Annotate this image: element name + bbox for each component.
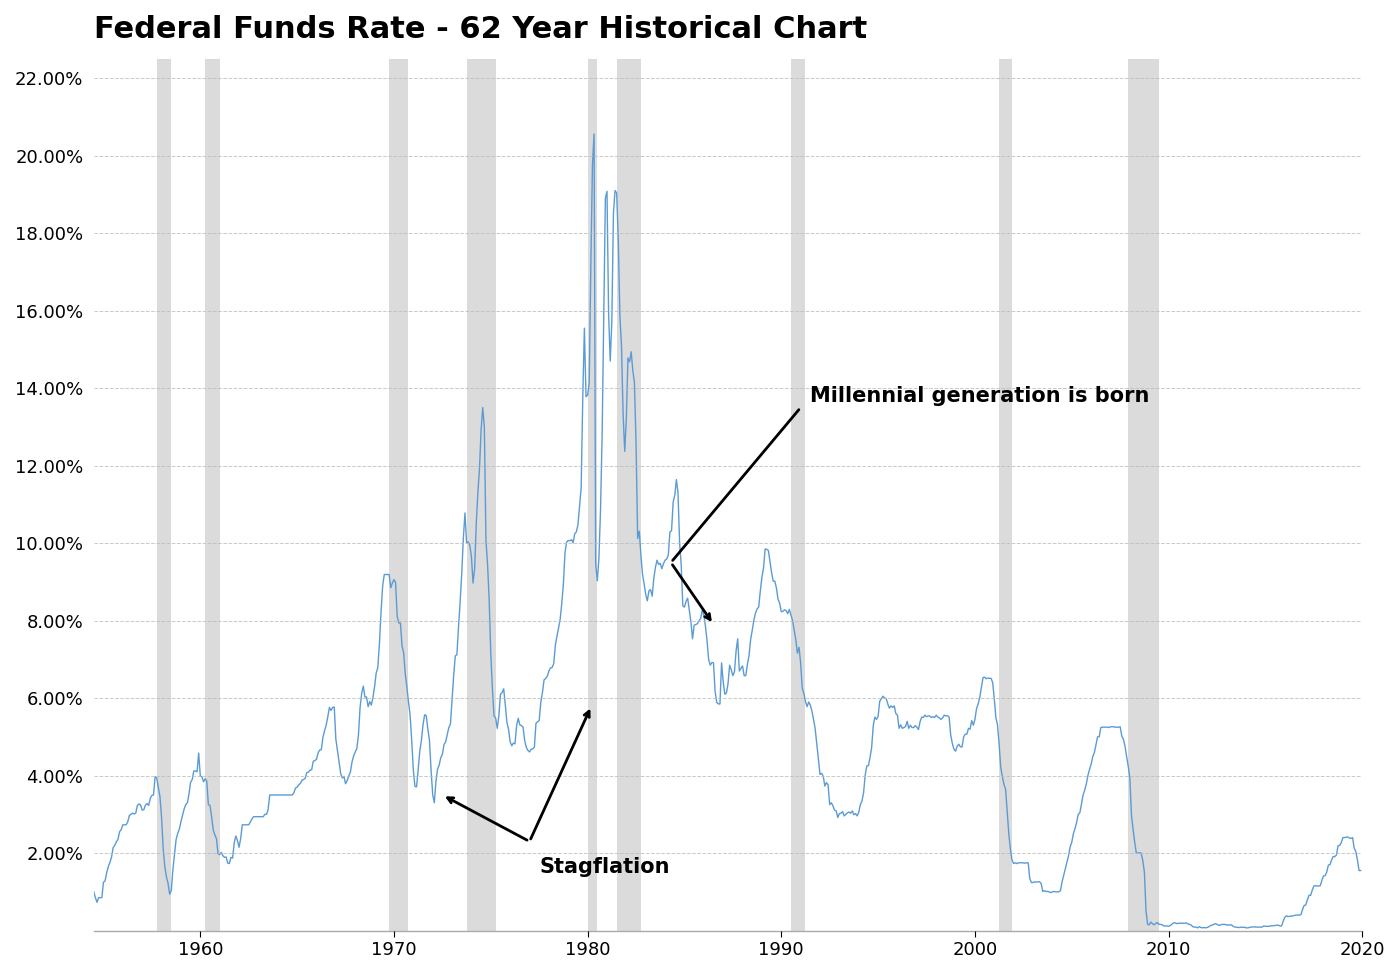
Text: Stagflation: Stagflation [539, 857, 669, 877]
Bar [791, 58, 805, 930]
Text: Millennial generation is born: Millennial generation is born [811, 386, 1149, 406]
Bar [389, 58, 409, 930]
Bar [616, 58, 641, 930]
Bar [157, 58, 171, 930]
Text: Federal Funds Rate - 62 Year Historical Chart: Federal Funds Rate - 62 Year Historical … [94, 15, 867, 44]
Bar [1000, 58, 1012, 930]
Bar [588, 58, 598, 930]
Bar [1128, 58, 1159, 930]
Bar [206, 58, 220, 930]
Bar [466, 58, 496, 930]
